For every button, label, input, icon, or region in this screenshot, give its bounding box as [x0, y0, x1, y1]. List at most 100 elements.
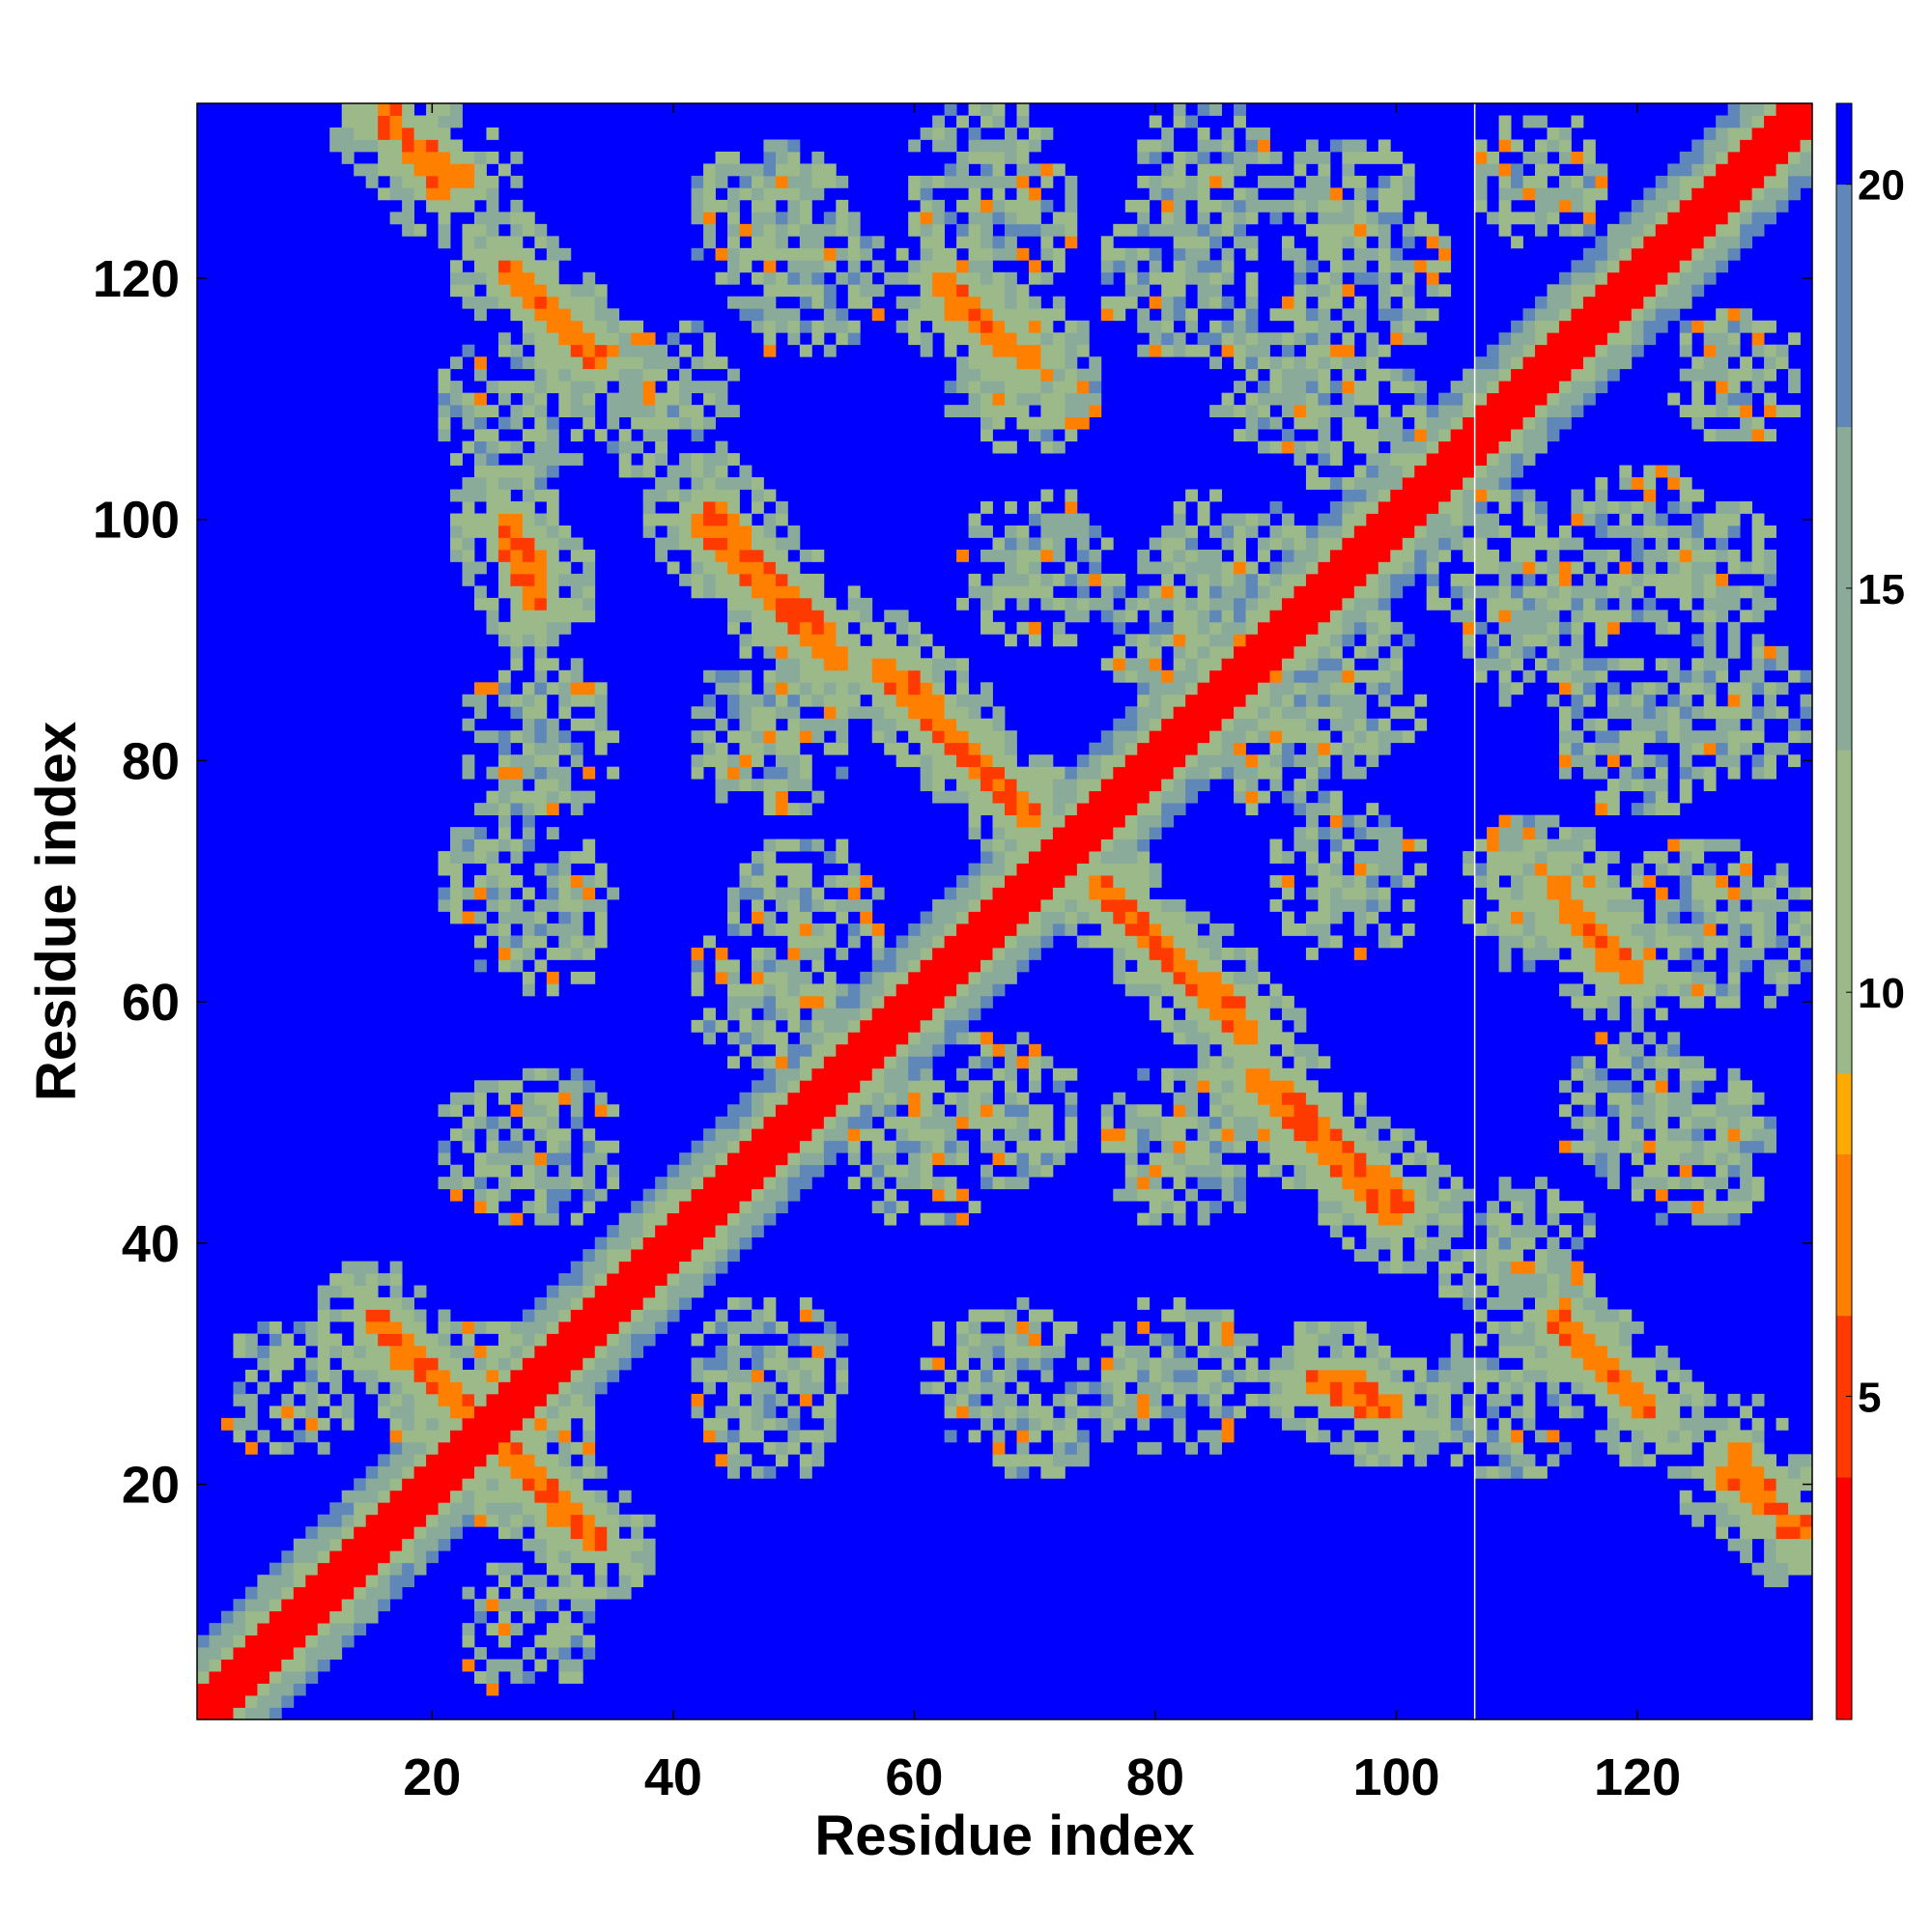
heatmap-cell	[775, 1152, 788, 1166]
heatmap-cell	[497, 163, 511, 177]
heatmap-cell	[450, 1406, 463, 1419]
heatmap-cell	[402, 1538, 414, 1551]
heatmap-cell	[462, 1465, 475, 1479]
heatmap-cell	[980, 585, 993, 599]
heatmap-cell	[1052, 356, 1065, 370]
heatmap-cell	[522, 501, 535, 514]
heatmap-cell	[1209, 1152, 1222, 1166]
heatmap-cell	[1005, 356, 1017, 370]
heatmap-cell	[1040, 923, 1054, 936]
heatmap-cell	[787, 308, 801, 322]
heatmap-cell	[968, 187, 981, 201]
heatmap-cell	[739, 163, 753, 177]
heatmap-cell	[1269, 1080, 1283, 1094]
heatmap-cell	[1221, 1188, 1235, 1202]
heatmap-cell	[1245, 212, 1259, 225]
heatmap-cell	[546, 368, 559, 382]
heatmap-cell	[1137, 1188, 1151, 1202]
heatmap-cell	[1076, 320, 1090, 333]
heatmap-cell	[486, 1406, 499, 1419]
heatmap-cell	[932, 1019, 946, 1033]
heatmap-cell	[486, 1393, 499, 1406]
heatmap-cell	[715, 1406, 728, 1419]
heatmap-cell	[956, 1104, 969, 1118]
heatmap-cell	[1269, 621, 1283, 635]
heatmap-cell	[570, 851, 583, 864]
heatmap-cell	[932, 1008, 946, 1021]
heatmap-cell	[522, 465, 535, 478]
heatmap-cell	[787, 766, 801, 780]
heatmap-cell	[1245, 1032, 1259, 1045]
heatmap-cell	[1197, 199, 1210, 213]
heatmap-cell	[1052, 875, 1065, 888]
heatmap-cell	[582, 561, 596, 575]
heatmap-cell	[1124, 899, 1138, 912]
heatmap-cell	[642, 356, 656, 370]
heatmap-cell	[1342, 1441, 1355, 1455]
heatmap-cell	[1052, 163, 1065, 177]
heatmap-cell	[438, 1490, 451, 1503]
heatmap-cell	[691, 573, 704, 586]
heatmap-cell	[522, 634, 535, 647]
heatmap-cell	[534, 779, 548, 792]
heatmap-cell	[1329, 453, 1343, 466]
heatmap-cell	[980, 381, 993, 394]
heatmap-cell	[1100, 271, 1114, 285]
heatmap-cell	[1040, 199, 1054, 213]
heatmap-cell	[570, 573, 583, 586]
heatmap-cell	[932, 899, 946, 912]
heatmap-cell	[293, 1647, 306, 1660]
heatmap-cell	[1185, 1019, 1199, 1033]
heatmap-cell	[787, 863, 801, 876]
heatmap-cell	[836, 1369, 849, 1382]
heatmap-cell	[1342, 236, 1355, 249]
heatmap-cell	[1269, 1393, 1283, 1406]
heatmap-cell	[1269, 1067, 1283, 1081]
heatmap-cell	[956, 597, 969, 611]
heatmap-cell	[968, 706, 981, 720]
heatmap-cell	[1305, 199, 1319, 213]
heatmap-cell	[618, 344, 632, 357]
heatmap-cell	[691, 525, 704, 538]
heatmap-cell	[329, 1514, 343, 1527]
heatmap-cell	[763, 525, 777, 538]
heatmap-cell	[1342, 838, 1355, 852]
heatmap-cell	[522, 1599, 535, 1612]
heatmap-cell	[836, 1019, 849, 1033]
heatmap-cell	[534, 1586, 548, 1600]
heatmap-cell	[582, 766, 596, 780]
heatmap-cell	[1305, 669, 1319, 683]
heatmap-cell	[1005, 790, 1017, 804]
heatmap-cell	[1100, 766, 1114, 780]
heatmap-cell	[1016, 851, 1030, 864]
heatmap-cell	[582, 1417, 596, 1431]
heatmap-cell	[1221, 610, 1235, 623]
heatmap-cell	[739, 308, 753, 322]
heatmap-cell	[1281, 405, 1294, 418]
heatmap-cell	[1113, 247, 1126, 261]
heatmap-cell	[751, 875, 764, 888]
heatmap-cell	[968, 1008, 981, 1021]
heatmap-cell	[932, 320, 946, 333]
heatmap-cell	[799, 1454, 812, 1467]
heatmap-cell	[1028, 1104, 1041, 1118]
heatmap-cell	[775, 501, 788, 514]
heatmap-cell	[799, 271, 812, 285]
heatmap-cell	[811, 247, 825, 261]
heatmap-cell	[570, 754, 583, 768]
heatmap-cell	[691, 959, 704, 973]
heatmap-cell	[920, 1128, 933, 1142]
heatmap-cell	[1293, 634, 1307, 647]
heatmap-cell	[895, 947, 909, 960]
heatmap-cell	[1197, 296, 1210, 309]
heatmap-cell	[811, 621, 825, 635]
heatmap-cell	[582, 1550, 596, 1564]
heatmap-cell	[908, 223, 922, 237]
heatmap-cell	[413, 1285, 427, 1298]
heatmap-cell	[473, 429, 487, 441]
heatmap-cell	[426, 1357, 439, 1371]
heatmap-cell	[1065, 489, 1078, 502]
heatmap-cell	[1269, 151, 1283, 164]
heatmap-cell	[510, 223, 524, 237]
heatmap-cell	[1329, 1152, 1343, 1166]
